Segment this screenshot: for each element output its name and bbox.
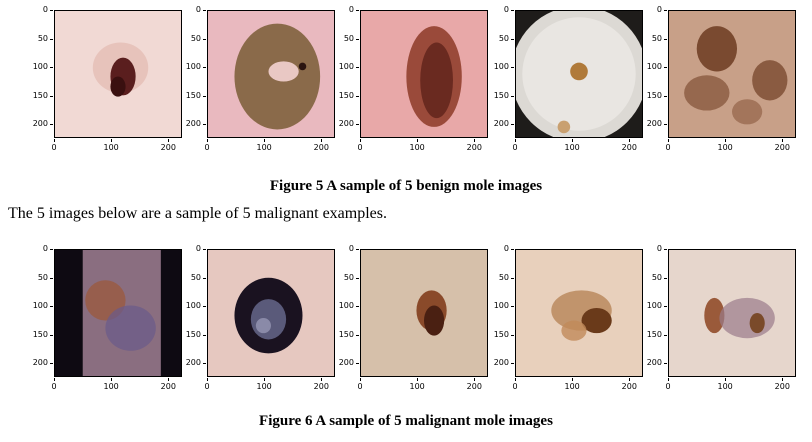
y-tick-label: 150 [26, 330, 53, 339]
y-tick-label: 0 [26, 245, 53, 253]
y-tick-label: 200 [640, 120, 667, 128]
x-tick-label: 0 [195, 378, 219, 391]
figure-6-caption: Figure 6 A sample of 5 malignant mole im… [259, 413, 553, 429]
y-tick-label: 200 [26, 120, 53, 128]
y-tick-label: 0 [487, 6, 514, 14]
x-tick-label: 200 [617, 139, 641, 152]
y-tick-label: 0 [640, 245, 667, 253]
x-tick-label: 0 [348, 378, 372, 391]
malignant-3-mole-image [360, 249, 488, 377]
malignant-2-mole-image [207, 249, 335, 377]
y-tick-label: 50 [487, 34, 514, 43]
y-tick-label: 100 [332, 63, 359, 71]
x-tick-label: 0 [503, 378, 527, 391]
x-tick-label: 200 [156, 139, 180, 152]
y-tick-label: 150 [332, 91, 359, 100]
x-tick-label: 0 [656, 139, 680, 152]
y-tick-label: 200 [487, 120, 514, 128]
y-tick-label: 100 [640, 63, 667, 71]
y-tick-label: 50 [640, 273, 667, 282]
y-tick-label: 150 [179, 330, 206, 339]
y-tick-label: 100 [179, 63, 206, 71]
y-tick-label: 150 [332, 330, 359, 339]
y-tick-label: 50 [26, 273, 53, 282]
benign-1-mole-image [54, 10, 182, 138]
y-tick-label: 150 [640, 91, 667, 100]
benign-3-mole-image [360, 10, 488, 138]
y-tick-label: 50 [640, 34, 667, 43]
y-tick-label: 0 [179, 245, 206, 253]
x-tick-label: 0 [348, 139, 372, 152]
x-tick-label: 100 [99, 139, 123, 152]
x-tick-label: 200 [156, 378, 180, 391]
x-tick-label: 200 [770, 139, 794, 152]
y-tick-label: 150 [179, 91, 206, 100]
y-tick-label: 100 [487, 302, 514, 310]
x-tick-label: 0 [42, 378, 66, 391]
y-tick-label: 50 [332, 34, 359, 43]
y-tick-label: 100 [26, 302, 53, 310]
y-tick-label: 50 [179, 273, 206, 282]
benign-4-mole-image [515, 10, 643, 138]
y-tick-label: 200 [26, 359, 53, 367]
x-tick-label: 0 [656, 378, 680, 391]
y-tick-label: 100 [640, 302, 667, 310]
y-tick-label: 0 [487, 245, 514, 253]
y-tick-label: 200 [332, 120, 359, 128]
x-tick-label: 100 [99, 378, 123, 391]
x-tick-label: 200 [462, 139, 486, 152]
y-tick-label: 150 [487, 330, 514, 339]
y-tick-label: 50 [179, 34, 206, 43]
benign-2-mole-image [207, 10, 335, 138]
x-tick-label: 100 [560, 378, 584, 391]
x-tick-label: 100 [252, 378, 276, 391]
figure-5-caption: Figure 5 A sample of 5 benign mole image… [269, 178, 543, 194]
x-tick-label: 200 [770, 378, 794, 391]
y-tick-label: 200 [640, 359, 667, 367]
body-paragraph: The 5 images below are a sample of 5 mal… [8, 205, 387, 222]
benign-5-mole-image [668, 10, 796, 138]
malignant-5-mole-image [668, 249, 796, 377]
x-tick-label: 100 [405, 378, 429, 391]
y-tick-label: 200 [179, 120, 206, 128]
y-tick-label: 0 [332, 6, 359, 14]
y-tick-label: 100 [179, 302, 206, 310]
y-tick-label: 200 [487, 359, 514, 367]
y-tick-label: 50 [332, 273, 359, 282]
y-tick-label: 0 [26, 6, 53, 14]
x-tick-label: 200 [617, 378, 641, 391]
malignant-4-mole-image [515, 249, 643, 377]
x-tick-label: 200 [309, 378, 333, 391]
x-tick-label: 100 [560, 139, 584, 152]
x-tick-label: 100 [713, 378, 737, 391]
x-tick-label: 0 [195, 139, 219, 152]
y-tick-label: 150 [640, 330, 667, 339]
y-tick-label: 150 [26, 91, 53, 100]
y-tick-label: 100 [332, 302, 359, 310]
y-tick-label: 150 [487, 91, 514, 100]
x-tick-label: 0 [42, 139, 66, 152]
x-tick-label: 200 [309, 139, 333, 152]
x-tick-label: 100 [252, 139, 276, 152]
x-tick-label: 200 [462, 378, 486, 391]
malignant-1-mole-image [54, 249, 182, 377]
x-tick-label: 0 [503, 139, 527, 152]
y-tick-label: 100 [26, 63, 53, 71]
y-tick-label: 0 [179, 6, 206, 14]
y-tick-label: 0 [332, 245, 359, 253]
x-tick-label: 100 [405, 139, 429, 152]
y-tick-label: 100 [487, 63, 514, 71]
y-tick-label: 50 [487, 273, 514, 282]
y-tick-label: 50 [26, 34, 53, 43]
y-tick-label: 0 [640, 6, 667, 14]
y-tick-label: 200 [179, 359, 206, 367]
x-tick-label: 100 [713, 139, 737, 152]
y-tick-label: 200 [332, 359, 359, 367]
